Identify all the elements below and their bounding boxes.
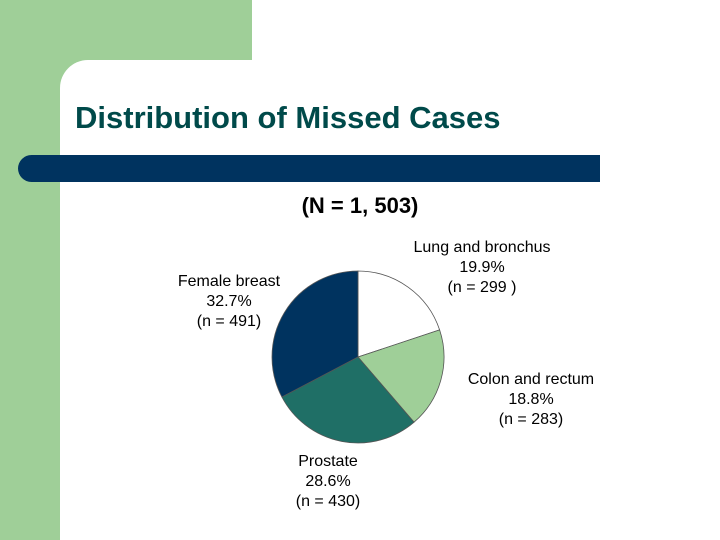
label-name: Female breast xyxy=(177,273,281,290)
label-lung-and-bronchus: Lung and bronchus 19.9% (n = 299 ) xyxy=(392,238,572,298)
label-count: (n = 430) xyxy=(295,493,361,510)
pie-slice-female-breast xyxy=(271,270,359,398)
label-colon-and-rectum: Colon and rectum 18.8% (n = 283) xyxy=(446,370,616,430)
label-count: (n = 283) xyxy=(498,411,564,428)
label-percent: 28.6% xyxy=(305,473,351,490)
subtitle-text: (N = 1, 503) xyxy=(301,193,419,218)
pie-slice-colon-and-rectum xyxy=(357,329,445,423)
label-percent: 32.7% xyxy=(206,293,252,310)
label-name: Prostate xyxy=(298,453,358,470)
label-count: (n = 491) xyxy=(196,313,262,330)
label-percent: 19.9% xyxy=(459,259,505,276)
pie-slice-lung-and-bronchus xyxy=(357,270,441,358)
label-name: Colon and rectum xyxy=(467,371,595,388)
label-name: Lung and bronchus xyxy=(413,239,551,256)
label-prostate: Prostate 28.6% (n = 430) xyxy=(268,452,388,512)
title-underline-bar xyxy=(18,155,600,182)
label-count: (n = 299 ) xyxy=(447,279,517,296)
pie-slice-prostate xyxy=(281,356,415,444)
label-percent: 18.8% xyxy=(508,391,554,408)
slide-title: Distribution of Missed Cases xyxy=(75,100,501,135)
label-female-breast: Female breast 32.7% (n = 491) xyxy=(154,272,304,332)
chart-subtitle: (N = 1, 503) xyxy=(0,193,720,219)
